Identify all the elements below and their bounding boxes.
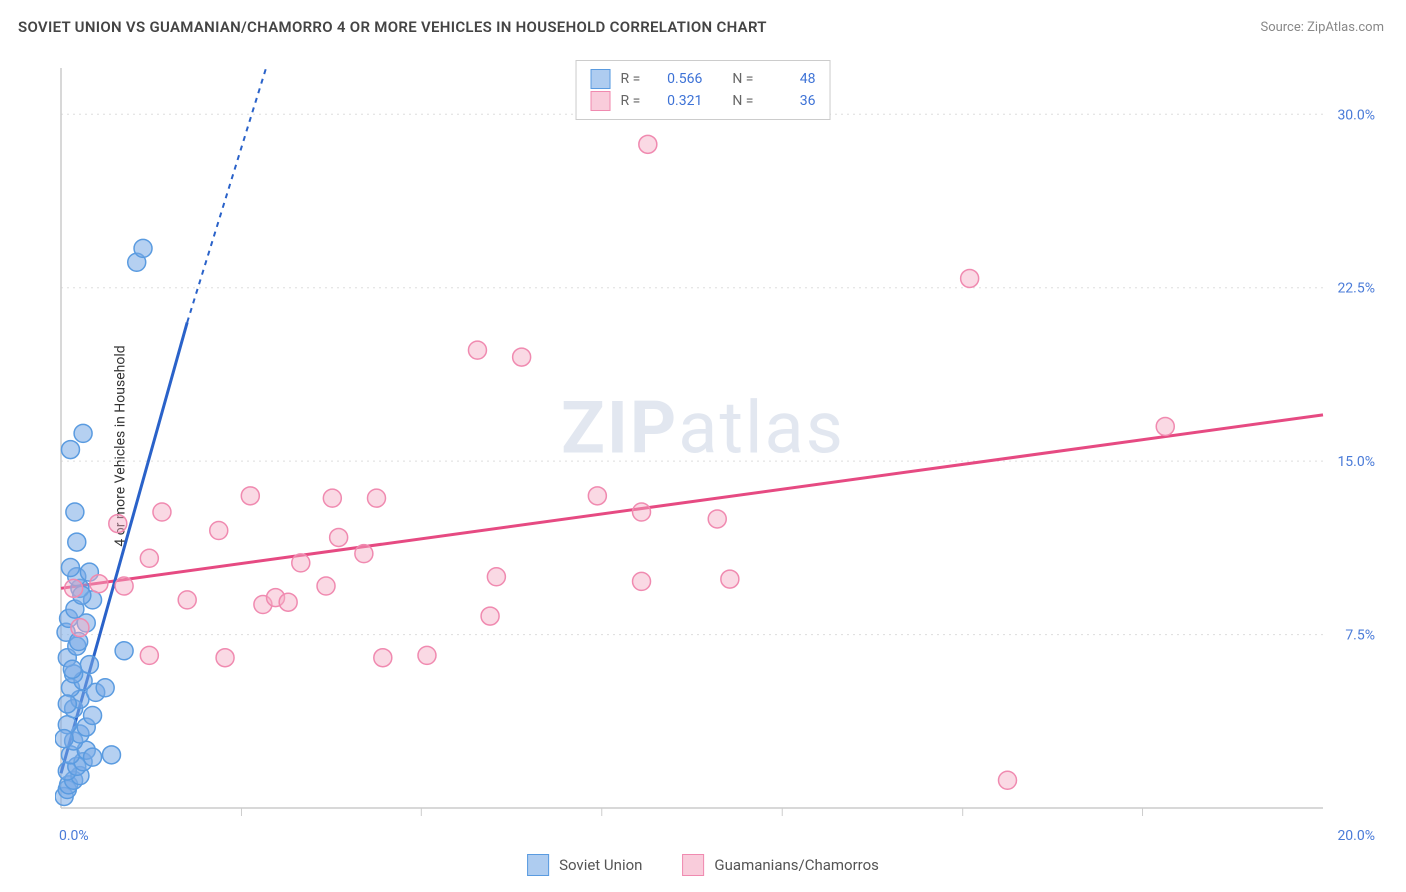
svg-text:15.0%: 15.0% [1337, 454, 1375, 470]
svg-text:7.5%: 7.5% [1345, 628, 1375, 644]
correlation-legend: R = 0.566 N = 48 R = 0.321 N = 36 [576, 60, 831, 120]
n-label: N = [732, 93, 753, 109]
series-legend: Soviet Union Guamanians/Chamorros [527, 854, 879, 876]
scatter-chart: 7.5% 15.0% 22.5% 30.0% 0.0% 20.0% [55, 58, 1383, 848]
legend-label: Soviet Union [559, 856, 642, 874]
legend-row: R = 0.321 N = 36 [591, 91, 816, 111]
legend-label: Guamanians/Chamorros [714, 856, 878, 874]
legend-item: Soviet Union [527, 854, 642, 876]
swatch-blue [527, 854, 549, 876]
svg-text:30.0%: 30.0% [1337, 107, 1375, 123]
n-value: 36 [763, 93, 815, 109]
n-value: 48 [763, 71, 815, 87]
source-label: Source: ZipAtlas.com [1260, 20, 1384, 35]
swatch-blue [591, 69, 611, 89]
r-label: R = [621, 93, 641, 109]
svg-text:20.0%: 20.0% [1337, 828, 1375, 844]
r-value: 0.566 [650, 71, 702, 87]
svg-text:0.0%: 0.0% [59, 828, 89, 844]
svg-text:22.5%: 22.5% [1337, 281, 1375, 297]
r-value: 0.321 [650, 93, 702, 109]
swatch-pink [591, 91, 611, 111]
swatch-pink [682, 854, 704, 876]
r-label: R = [621, 71, 641, 87]
legend-row: R = 0.566 N = 48 [591, 69, 816, 89]
n-label: N = [732, 71, 753, 87]
chart-title: SOVIET UNION VS GUAMANIAN/CHAMORRO 4 OR … [18, 18, 767, 36]
legend-item: Guamanians/Chamorros [682, 854, 878, 876]
